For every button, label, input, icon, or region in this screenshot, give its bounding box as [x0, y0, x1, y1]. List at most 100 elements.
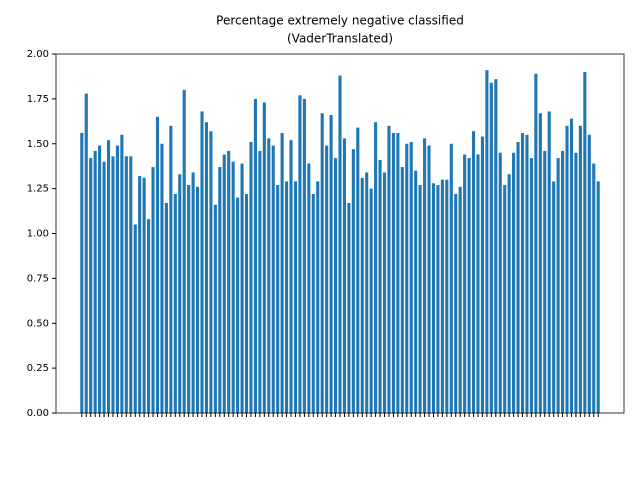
chart-title: (VaderTranslated) [287, 32, 393, 46]
bar [538, 113, 542, 414]
bar [525, 134, 529, 413]
bar [155, 116, 160, 413]
bar [244, 194, 249, 413]
bar [414, 170, 418, 413]
bar [209, 131, 213, 413]
bar [204, 122, 209, 414]
bar [222, 154, 226, 413]
bar [124, 156, 128, 413]
bar [84, 93, 88, 414]
bar [164, 202, 168, 413]
bar [374, 122, 378, 414]
bar [467, 158, 471, 413]
bar [423, 138, 427, 414]
bar [311, 194, 315, 413]
bar [213, 204, 217, 413]
bar [195, 186, 200, 413]
bar [391, 132, 395, 414]
bar [565, 125, 569, 414]
bar [115, 145, 119, 414]
bar [293, 181, 298, 413]
bar [271, 145, 275, 414]
bar [106, 140, 111, 413]
y-tick-label: 1.25 [27, 184, 49, 195]
bar [534, 73, 538, 414]
axes-frame [55, 53, 625, 414]
bar [151, 167, 155, 413]
bar [249, 141, 253, 413]
bar [93, 150, 97, 413]
bar [418, 185, 422, 413]
bar [98, 145, 102, 414]
bar [298, 95, 302, 413]
bar [333, 158, 338, 413]
bar [365, 172, 369, 413]
bar [498, 152, 502, 413]
bar [231, 161, 235, 413]
bar [191, 172, 195, 413]
bar [569, 118, 574, 414]
bar [280, 132, 284, 414]
bar [347, 202, 351, 413]
bar [382, 172, 387, 413]
bar [253, 98, 257, 413]
bar [289, 140, 293, 413]
bar [356, 127, 360, 413]
bar [80, 132, 84, 414]
bar [520, 132, 525, 414]
bar [262, 102, 266, 413]
bar [427, 145, 431, 414]
bar [503, 185, 507, 413]
bar [178, 174, 182, 413]
bar [405, 143, 409, 413]
bar [302, 98, 306, 413]
bar [160, 143, 164, 413]
bar [458, 186, 462, 413]
bar [320, 113, 324, 414]
bar [200, 111, 204, 413]
bar [396, 132, 400, 414]
bar [489, 82, 493, 413]
bar [485, 70, 489, 413]
y-tick-label: 1.50 [27, 139, 49, 150]
bar [227, 150, 231, 413]
bar [445, 179, 449, 413]
bar [307, 163, 311, 413]
bar [471, 131, 476, 413]
bar [512, 152, 516, 413]
bar [378, 159, 382, 413]
bar [351, 149, 355, 413]
y-tick-label: 0.25 [27, 363, 49, 374]
bar [147, 219, 151, 413]
bar [436, 185, 440, 413]
bar [574, 152, 578, 413]
bar [507, 174, 511, 413]
bar [102, 161, 106, 413]
y-tick-label: 1.00 [27, 229, 49, 240]
bar [480, 136, 485, 413]
bar [236, 197, 240, 413]
bar [133, 224, 137, 413]
bar [440, 179, 444, 413]
bar [409, 141, 413, 413]
bar [516, 141, 520, 413]
bar [476, 154, 480, 413]
bar [552, 181, 556, 413]
bar [578, 125, 582, 414]
bar [454, 194, 458, 413]
bar [387, 125, 391, 414]
bar [258, 150, 262, 413]
bar [463, 154, 467, 413]
bar [138, 176, 142, 413]
bar [285, 181, 289, 413]
bar [543, 150, 547, 413]
chart-title: Percentage extremely negative classified [216, 14, 464, 28]
bar [111, 156, 115, 413]
bar [142, 177, 146, 413]
bar [592, 163, 596, 413]
bar [329, 115, 333, 413]
bar [316, 181, 320, 413]
bar [89, 158, 93, 413]
